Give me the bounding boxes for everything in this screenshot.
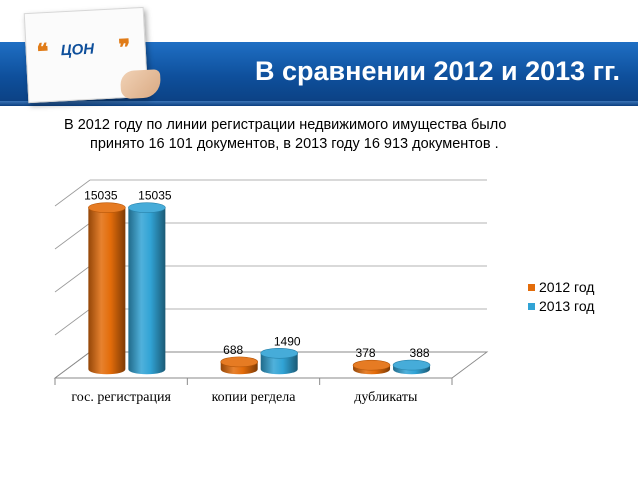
bar-top <box>260 347 299 359</box>
legend-swatch <box>528 284 535 291</box>
data-label: 15035 <box>84 189 118 203</box>
legend-swatch <box>528 303 535 310</box>
gridline-side <box>54 308 91 336</box>
data-label: 688 <box>223 343 243 357</box>
intro-text: В 2012 году по линии регистрации недвижи… <box>64 116 584 154</box>
bar-top <box>88 202 126 213</box>
bar-top <box>128 202 166 213</box>
legend-label: 2012 год <box>539 279 594 295</box>
bar-top <box>392 359 431 371</box>
category-label: дубликаты <box>354 390 418 405</box>
category-label: гос. регистрация <box>71 390 171 405</box>
bar <box>128 207 166 375</box>
gridline-side <box>54 222 91 250</box>
bar <box>88 207 126 375</box>
intro-line-2: принято 16 101 документов, в 2013 году 1… <box>90 136 499 152</box>
data-label: 1490 <box>274 334 301 348</box>
bar-top <box>220 356 258 368</box>
bar <box>260 353 298 375</box>
intro-line-1: В 2012 году по линии регистрации недвижи… <box>64 117 507 133</box>
page-title: В сравнении 2012 и 2013 гг. <box>255 56 620 86</box>
category-label: копии регдела <box>212 390 297 405</box>
data-label: 15035 <box>138 189 172 203</box>
bar-top <box>352 359 391 371</box>
gridline-side <box>54 179 91 207</box>
data-label: 378 <box>356 346 376 360</box>
data-label: 388 <box>410 346 430 360</box>
gridline-side <box>54 265 91 293</box>
legend-label: 2013 год <box>539 298 594 314</box>
